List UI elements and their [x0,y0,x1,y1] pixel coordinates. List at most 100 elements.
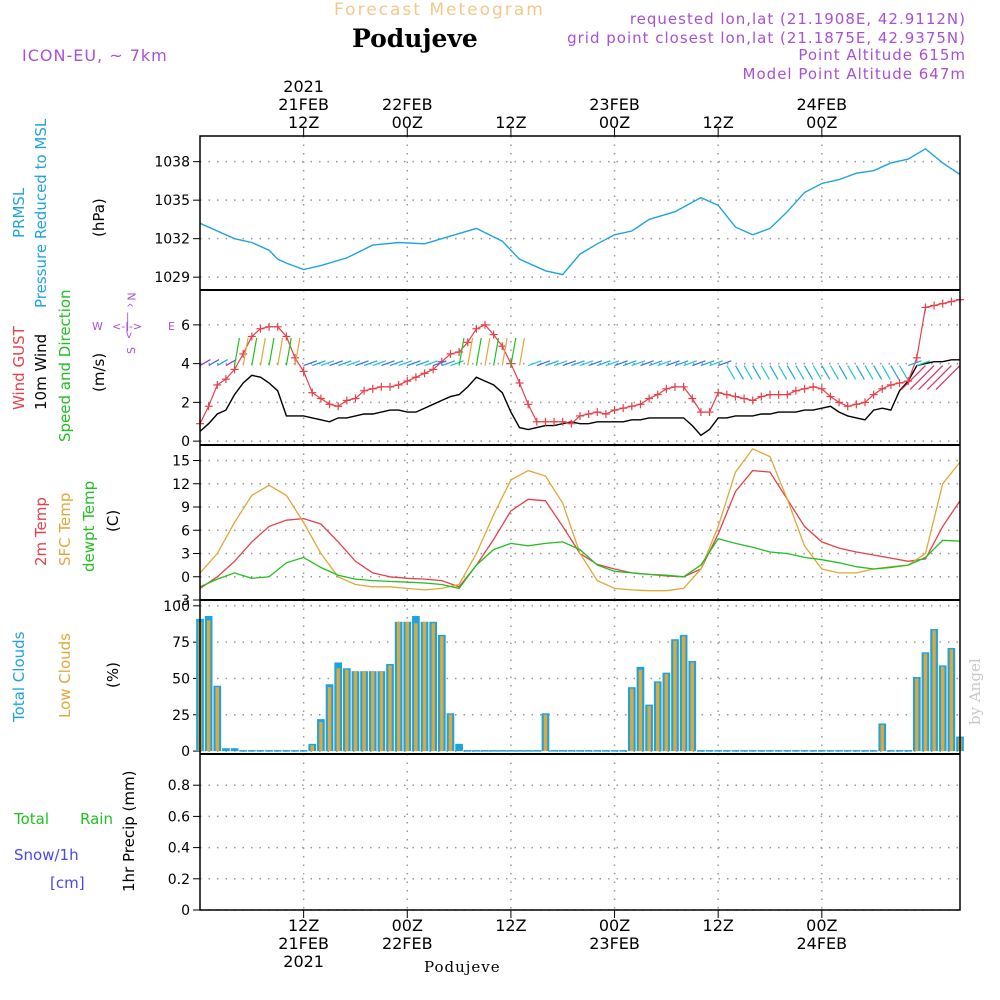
low-cloud-bar [543,714,548,752]
wind-direction-arrow [320,360,335,367]
total-cloud-bar [481,750,489,752]
wind-direction-arrow [398,360,412,367]
total-cloud-bar [826,750,835,752]
wind-direction-arrow [778,365,788,380]
wind-direction-arrow [821,365,831,380]
low-cloud-bar [630,688,634,752]
model-label: ICON-EU, ~ 7km [22,46,168,65]
wind-direction-arrow [242,337,249,366]
low-cloud-bar [656,682,660,752]
wind-direction-arrow [804,365,814,380]
wind-direction-arrow [381,360,395,367]
wind-direction-arrow [907,360,922,367]
wind-direction-arrow [881,365,891,380]
wind-direction-arrow [657,360,672,367]
total-cloud-bar [783,750,792,752]
wind-direction-arrow [312,360,326,367]
wind-direction-arrow [614,360,628,367]
low-cloud-bar [880,724,884,752]
wind-direction-arrow [648,360,663,367]
top-axis-hour: 12Z [703,113,734,132]
total-cloud-bar [558,750,567,752]
wind-direction-arrow [441,360,456,367]
wind-direction-arrow [233,337,240,366]
top-axis-date: 23FEB [589,95,640,114]
bottom-axis-hour: 12Z [703,916,734,935]
wind-direction-arrow [709,360,723,367]
wind-direction-arrow [717,360,732,367]
y-tick-label: 1029 [154,270,190,286]
low-cloud-bar [336,668,340,752]
wind-direction-arrow [407,360,421,367]
wind-direction-arrow [666,360,680,367]
wind-direction-arrow [199,359,211,367]
low-cloud-bar [310,745,314,752]
wind-direction-arrow [597,360,611,367]
wind-direction-arrow [268,337,275,366]
total-cloud-bar [239,750,248,752]
total-cloud-bar [895,750,904,752]
low-cloud-bar [941,666,945,752]
total-cloud-bar [800,750,809,752]
y-tick-label: 9 [181,500,190,516]
bottom-axis-hour: 00Z [806,916,837,935]
wind-direction-arrow [622,360,637,367]
total-cloud-bar [463,750,472,752]
wind-direction-arrow [909,365,935,391]
y-tick-label: 6 [181,318,190,334]
wind-direction-arrow [734,365,744,380]
total-cloud-bar [843,750,852,752]
total-cloud-bar [610,750,619,752]
y-tick-label: 50 [172,671,190,687]
y-tick-label: 1035 [154,193,190,209]
total-cloud-bar [835,750,843,752]
total-cloud-bar [697,750,705,752]
wind-direction-arrow [935,365,961,391]
wind-direction-arrow [467,337,474,366]
total-cloud-bar [731,750,740,752]
location-title: Podujeve [352,24,478,53]
total-cloud-bar [861,750,869,752]
total-cloud-bar [524,750,533,752]
y-tick-label: 100 [163,599,190,615]
total-cloud-bar [291,750,299,752]
compass-e: E [168,320,175,333]
top-axis-hour: 00Z [806,113,837,132]
wind-direction-arrow [900,365,926,391]
bottom-axis-date: 21FEB [278,934,329,953]
total-cloud-bar [532,750,541,752]
total-cloud-bar [740,750,748,752]
wind-direction-arrow [683,360,697,367]
temp-series-line [199,538,961,590]
wind-direction-arrow [518,337,525,366]
wind-direction-arrow [415,360,430,367]
wind-direction-arrow [501,337,508,366]
low-cloud-bar [422,621,427,752]
top-axis-hour: 00Z [392,113,423,132]
low-cloud-bar [431,623,435,752]
total-cloud-bar [869,750,878,752]
wind-direction-arrow [562,360,577,367]
y-tick-label: 25 [172,708,190,724]
total-cloud-bar [282,750,291,752]
precip-rain-label: Rain [80,810,113,828]
total-cloud-bar [507,750,515,752]
total-cloud-bar [602,750,610,752]
low-cloud-bar [405,621,409,752]
wind-direction-arrow [259,337,266,366]
bottom-axis-date: 24FEB [796,934,847,953]
low-cloud-bar [440,636,444,752]
wind-direction-arrow [640,360,654,367]
wind-direction-arrow [692,360,706,367]
top-axis-date: 24FEB [796,95,847,114]
total-cloud-bar [757,750,766,752]
wind-direction-arrow [700,360,715,367]
top-axis-year: 2021 [283,77,324,96]
total-cloud-bar [273,750,282,752]
wind-direction-arrow [475,337,482,366]
wind-direction-arrow [329,360,343,367]
wind-direction-arrow [545,360,559,367]
total-cloud-bar [498,750,507,752]
wind-direction-arrow [795,365,805,380]
